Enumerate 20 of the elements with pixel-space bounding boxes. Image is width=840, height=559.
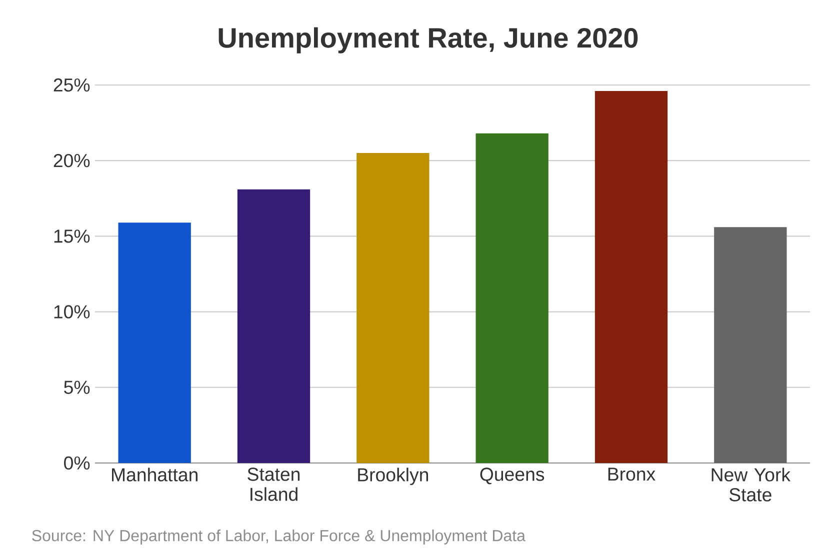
source-note: Source: NY Department of Labor, Labor Force & Unemployment Data — [32, 530, 526, 544]
x-tick-label: Queens — [480, 468, 544, 484]
y-tick-label: 0% — [64, 456, 90, 470]
x-tick-label: Bronx — [608, 468, 656, 481]
y-tick-label: 10% — [54, 305, 90, 318]
bar — [237, 189, 310, 463]
y-tick-label: 5% — [64, 380, 90, 394]
y-tick-label: 15% — [54, 230, 90, 243]
x-tick-label: Staten Island — [248, 468, 300, 501]
bar — [714, 227, 787, 463]
x-tick-label: New York State — [712, 468, 791, 502]
chart-title: Unemployment Rate, June 2020 — [218, 27, 638, 54]
bar — [118, 222, 191, 463]
x-tick-label: Brooklyn — [358, 468, 428, 486]
bar — [356, 153, 430, 463]
bar — [594, 91, 668, 463]
bar — [476, 133, 548, 463]
y-tick-label: 20% — [54, 154, 90, 168]
x-tick-label: Manhattan — [112, 468, 198, 482]
y-tick-label: 25% — [54, 78, 90, 92]
